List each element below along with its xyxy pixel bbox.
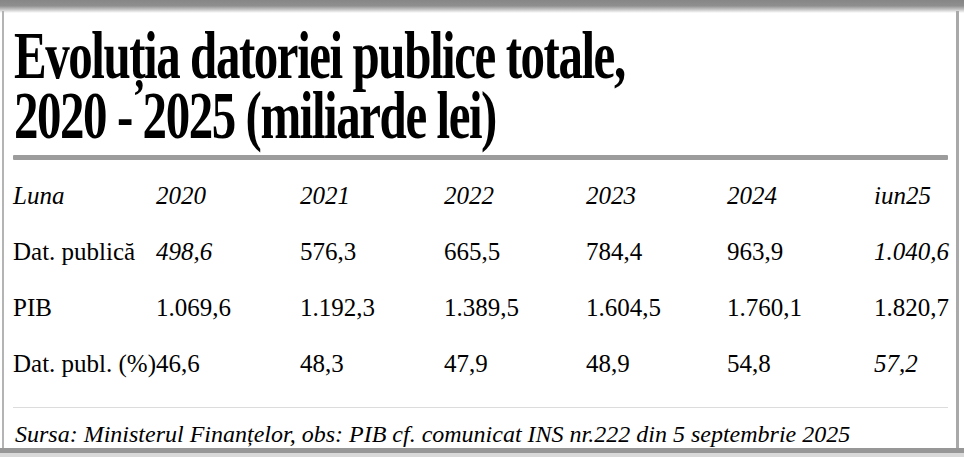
source-note: Sursa: Ministerul Finanțelor, obs: PIB c…: [13, 407, 948, 448]
row-label-dat-publica: Dat. publică: [13, 224, 156, 280]
frame-top-edge: [0, 0, 964, 13]
cell-pib-iun25: 1.820,7: [874, 280, 953, 336]
cell-dat-publ-pct-iun25: 57,2: [874, 336, 953, 392]
cell-dat-publica-2021: 576,3: [300, 224, 444, 280]
cell-dat-publ-pct-2022: 47,9: [444, 336, 586, 392]
cell-dat-publica-iun25: 1.040,6: [874, 224, 953, 280]
table-row-dat-publ-pct: Dat. publ. (%) 46,6 48,3 47,9 48,9 54,8 …: [13, 336, 953, 392]
column-header-2022: 2022: [444, 160, 586, 224]
cell-pib-2021: 1.192,3: [300, 280, 444, 336]
table-graphic-frame: Evoluția datoriei publice totale, 2020 -…: [0, 0, 964, 460]
cell-pib-2024: 1.760,1: [727, 280, 874, 336]
cell-dat-publ-pct-2024: 54,8: [727, 336, 874, 392]
cell-dat-publ-pct-2020: 46,6: [156, 336, 300, 392]
cell-dat-publ-pct-2021: 48,3: [300, 336, 444, 392]
table-row-pib: PIB 1.069,6 1.192,3 1.389,5 1.604,5 1.76…: [13, 280, 953, 336]
page-title: Evoluția datoriei publice totale, 2020 -…: [14, 25, 958, 145]
title-line-1: Evoluția datoriei publice totale,: [14, 25, 694, 85]
column-header-2021: 2021: [300, 160, 444, 224]
cell-dat-publ-pct-2023: 48,9: [586, 336, 727, 392]
table-row-dat-publica: Dat. publică 498,6 576,3 665,5 784,4 963…: [13, 224, 953, 280]
column-header-luna: Luna: [13, 160, 156, 224]
cell-pib-2023: 1.604,5: [586, 280, 727, 336]
frame-left-edge: [2, 11, 4, 450]
title-line-2: 2020 - 2025 (miliarde lei): [14, 85, 694, 145]
column-header-2020: 2020: [156, 160, 300, 224]
column-header-iun25: iun25: [874, 160, 953, 224]
public-debt-table: Luna 2020 2021 2022 2023 2024 iun25 Dat.…: [13, 160, 953, 392]
frame-bottom-shadow: [0, 453, 964, 457]
cell-pib-2022: 1.389,5: [444, 280, 586, 336]
column-header-2023: 2023: [586, 160, 727, 224]
column-header-2024: 2024: [727, 160, 874, 224]
cell-dat-publica-2022: 665,5: [444, 224, 586, 280]
table-header-row: Luna 2020 2021 2022 2023 2024 iun25: [13, 160, 953, 224]
row-label-pib: PIB: [13, 280, 156, 336]
cell-pib-2020: 1.069,6: [156, 280, 300, 336]
content-area: Evoluția datoriei publice totale, 2020 -…: [6, 13, 958, 448]
row-label-dat-publ-pct: Dat. publ. (%): [13, 336, 156, 392]
cell-dat-publica-2020: 498,6: [156, 224, 300, 280]
cell-dat-publica-2024: 963,9: [727, 224, 874, 280]
cell-dat-publica-2023: 784,4: [586, 224, 727, 280]
